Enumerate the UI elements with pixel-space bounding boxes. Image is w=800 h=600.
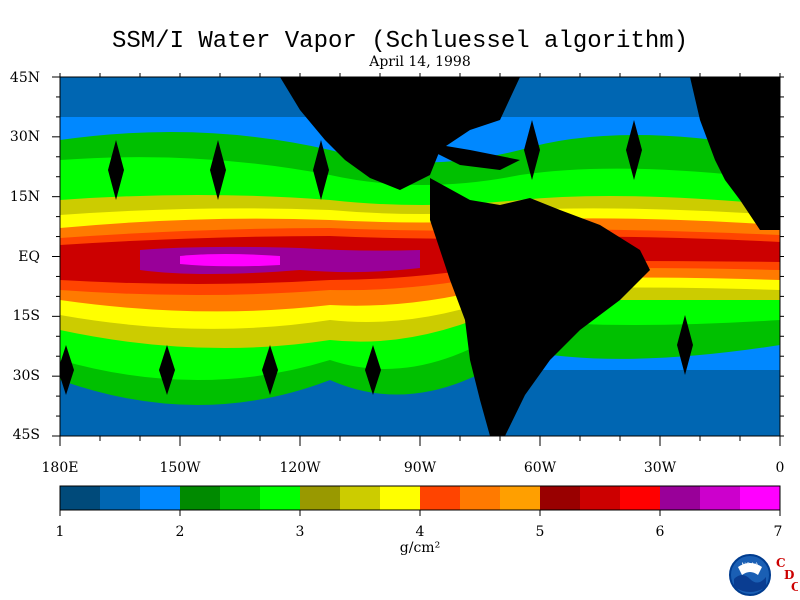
cdc-letter-d: D — [784, 568, 794, 582]
lon-label-120w: 120W — [279, 460, 321, 476]
colorbar-segment — [380, 486, 421, 510]
colorbar-segment — [740, 486, 781, 510]
lon-label-90w: 90W — [403, 460, 437, 476]
colorbar-segment — [140, 486, 181, 510]
north-america-land — [280, 77, 520, 190]
swath-gap — [677, 315, 693, 375]
noaa-cdc-logo: NOAA C D C — [729, 554, 798, 596]
colorbar-tick-2: 2 — [175, 524, 185, 540]
map-title: SSM/I Water Vapor (Schluessel algorithm) — [111, 28, 689, 55]
colorbar-tick-3: 3 — [295, 524, 305, 540]
colorbar-segment — [420, 486, 461, 510]
lat-label-30s: 30S — [12, 368, 40, 384]
caribbean-land — [410, 140, 520, 170]
colorbar-tick-7: 7 — [773, 524, 783, 540]
cdc-letter-c1: C — [776, 556, 786, 570]
lat-label-eq: EQ — [18, 249, 40, 265]
swath-gap — [60, 345, 74, 395]
swath-gap — [470, 315, 486, 390]
lat-label-45s: 45S — [12, 427, 40, 443]
swath-gap — [159, 345, 175, 395]
colorbar-segment — [540, 486, 581, 510]
colorbar-segment — [660, 486, 701, 510]
colorbar-segment — [60, 486, 101, 510]
colorbar-segment — [460, 486, 501, 510]
noaa-logo-text: NOAA — [741, 563, 758, 569]
swath-gap — [365, 345, 381, 395]
south-america-land — [430, 178, 650, 436]
cdc-letter-c2: C — [791, 580, 798, 594]
africa-land — [690, 77, 780, 230]
colorbar-tick-6: 6 — [655, 524, 665, 540]
swath-gap — [262, 345, 278, 395]
colorbar-segment — [220, 486, 261, 510]
colorbar — [59, 486, 781, 516]
colorbar-segment — [180, 486, 221, 510]
colorbar-segment — [700, 486, 741, 510]
colorbar-segment — [500, 486, 541, 510]
lat-label-45n: 45N — [9, 70, 40, 86]
lon-label-180e: 180E — [41, 460, 79, 476]
map-field — [60, 77, 780, 436]
colorbar-segment — [580, 486, 621, 510]
swath-gap — [524, 120, 540, 180]
lon-label-60w: 60W — [523, 460, 557, 476]
colorbar-segment — [100, 486, 141, 510]
colorbar-tick-4: 4 — [415, 524, 425, 540]
lon-label-30w: 30W — [643, 460, 677, 476]
lon-label-150w: 150W — [159, 460, 201, 476]
colorbar-segment — [300, 486, 341, 510]
lat-label-30n: 30N — [9, 129, 40, 145]
swath-gap — [210, 140, 226, 200]
lat-label-15n: 15N — [9, 189, 40, 205]
swath-gap — [313, 140, 329, 200]
colorbar-segment — [260, 486, 301, 510]
colorbar-unit: g/cm² — [399, 540, 441, 556]
map-ticks — [52, 73, 784, 446]
lon-label-0: 0 — [775, 460, 785, 476]
lat-label-15s: 15S — [12, 308, 40, 324]
swath-gap — [626, 120, 642, 180]
map-date: April 14, 1998 — [369, 54, 471, 70]
colorbar-tick-5: 5 — [535, 524, 545, 540]
colorbar-tick-1: 1 — [55, 524, 65, 540]
colorbar-segment — [620, 486, 661, 510]
swath-gap — [108, 140, 124, 200]
colorbar-frame — [59, 485, 781, 511]
colorbar-segment — [340, 486, 381, 510]
